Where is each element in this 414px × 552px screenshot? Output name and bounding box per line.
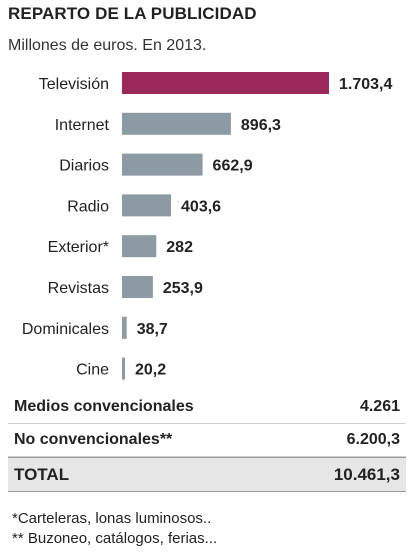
- bar: [122, 276, 153, 298]
- category-label: Internet: [55, 117, 110, 134]
- total-label: TOTAL: [14, 464, 70, 484]
- bar: [122, 112, 231, 135]
- footnotes: *Carteleras, lonas luminosos.. ** Buzone…: [12, 509, 217, 549]
- value-label: 896,3: [241, 117, 281, 134]
- value-label: 38,7: [137, 321, 168, 338]
- category-label: Televisión: [39, 76, 109, 93]
- category-label: Diarios: [59, 158, 109, 175]
- bar: [122, 235, 157, 258]
- bar: [122, 72, 329, 94]
- category-label: Cine: [76, 362, 109, 379]
- bar: [122, 316, 127, 339]
- bar-chart-svg: Televisión 1.703,4 Internet 896,3 Diarios 662…: [22, 72, 392, 380]
- bar: [122, 153, 203, 176]
- summary-row-no-convencionales: No convencionales** 6.200,3: [8, 424, 406, 457]
- chart-subtitle: Millones de euros. En 2013.: [8, 37, 207, 54]
- chart-title: REPARTO DE LA PUBLICIDAD: [8, 4, 257, 23]
- footnote-2: ** Buzoneo, catálogos, ferias...: [12, 530, 218, 547]
- category-label: Radio: [67, 198, 109, 215]
- bar: [122, 357, 125, 380]
- bar: [122, 194, 172, 217]
- value-label: 20,2: [135, 362, 166, 379]
- category-label: Exterior*: [48, 239, 109, 256]
- value-label: 253,9: [163, 280, 203, 297]
- value-label: 403,6: [181, 198, 221, 215]
- bar-chart: Televisión 1.703,4 Internet 896,3 Diarios 662…: [0, 64, 414, 395]
- total-value: 10.461,3: [333, 464, 400, 484]
- footnote-1: *Carteleras, lonas luminosos..: [12, 510, 212, 527]
- summary-table: Medios convencionales 4.261 No convencio…: [8, 391, 406, 492]
- summary-label: Medios convencionales: [14, 398, 194, 415]
- value-label: 662,9: [213, 158, 253, 175]
- summary-row-total: TOTAL 10.461,3: [8, 457, 406, 492]
- summary-label: No convencionales**: [14, 431, 173, 448]
- value-label: 1.703,4: [339, 76, 392, 93]
- category-label: Dominicales: [22, 321, 109, 338]
- value-label: 282: [166, 239, 193, 256]
- summary-value: 4.261: [359, 398, 400, 415]
- summary-row-convencionales: Medios convencionales 4.261: [8, 391, 406, 424]
- category-label: Revistas: [48, 280, 109, 297]
- summary-value: 6.200,3: [346, 431, 400, 448]
